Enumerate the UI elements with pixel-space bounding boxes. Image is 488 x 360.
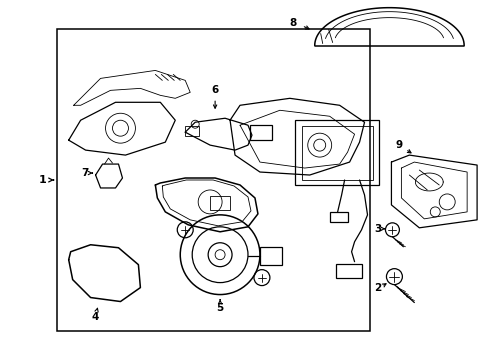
Bar [301, 126, 372, 180]
Bar [210, 196, 229, 210]
Bar [335, 264, 361, 278]
Bar [329, 212, 347, 222]
Bar [249, 125, 271, 140]
Text: 6: 6 [211, 85, 218, 95]
Text: 9: 9 [395, 140, 402, 150]
Text: 2: 2 [373, 283, 380, 293]
Text: 3: 3 [373, 224, 380, 234]
Bar [294, 120, 379, 185]
Text: 7: 7 [81, 168, 88, 178]
Bar [260, 247, 281, 265]
Text: 1: 1 [39, 175, 46, 185]
Text: 4: 4 [92, 312, 99, 323]
Text: 5: 5 [216, 302, 224, 312]
Bar [57, 28, 369, 332]
Bar [185, 126, 199, 136]
Text: 8: 8 [288, 18, 296, 28]
